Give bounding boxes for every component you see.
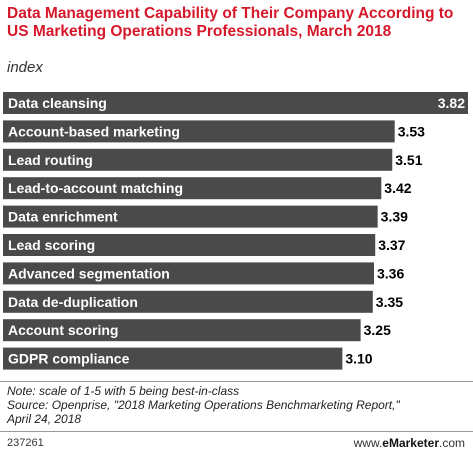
bar-data-enrichment [3, 205, 378, 228]
bar-lead-scoring [3, 234, 376, 256]
footer-divider-bottom [0, 431, 473, 432]
bar-data-de-duplication [3, 290, 373, 313]
chart-title: Data Management Capability of Their Comp… [7, 5, 454, 40]
category-label: Data de-duplication [8, 294, 138, 310]
bar-gdpr-compliance [3, 347, 343, 370]
value-label: 3.37 [378, 237, 405, 253]
value-label: 3.82 [438, 95, 465, 111]
bar-lead-to-account-matching [3, 177, 382, 200]
source-text-line2: April 24, 2018 [7, 412, 82, 426]
footer-divider-top [0, 381, 473, 382]
chart-id: 237261 [7, 437, 44, 449]
value-label: 3.10 [345, 351, 372, 367]
source-text-line1: Source: Openprise, "2018 Marketing Opera… [7, 398, 400, 412]
bar-chart: Data cleansing 3.82 Account-based marketin… [3, 92, 468, 370]
bar-lead-routing [3, 148, 393, 171]
value-label: 3.35 [376, 294, 403, 310]
brand-prefix: www. [353, 436, 383, 450]
category-label: Data enrichment [8, 209, 118, 225]
brand-suffix: .com [438, 436, 465, 450]
category-label: Lead routing [8, 152, 93, 168]
category-label: Lead-to-account matching [8, 180, 183, 196]
value-label: 3.51 [395, 152, 422, 168]
bar-account-scoring [3, 319, 361, 342]
value-label: 3.42 [384, 180, 411, 196]
chart-subtitle: index [7, 59, 43, 76]
bar-data-cleansing [3, 92, 468, 114]
brand-link[interactable]: www.eMarketer.com [354, 436, 465, 450]
value-label: 3.39 [381, 209, 408, 225]
note-text: Note: scale of 1-5 with 5 being best-in-… [7, 384, 240, 398]
category-label: GDPR compliance [8, 351, 130, 367]
category-label: Advanced segmentation [8, 265, 170, 281]
bar-advanced-segmentation [3, 262, 375, 285]
brand-name: eMarketer [382, 436, 439, 450]
category-label: Lead scoring [8, 237, 95, 253]
category-label: Account-based marketing [8, 123, 180, 139]
value-label: 3.53 [398, 123, 425, 139]
value-label: 3.25 [364, 322, 391, 338]
bar-account-based-marketing [3, 120, 395, 143]
value-label: 3.36 [377, 265, 404, 281]
category-label: Data cleansing [8, 95, 107, 111]
category-label: Account scoring [8, 322, 118, 338]
